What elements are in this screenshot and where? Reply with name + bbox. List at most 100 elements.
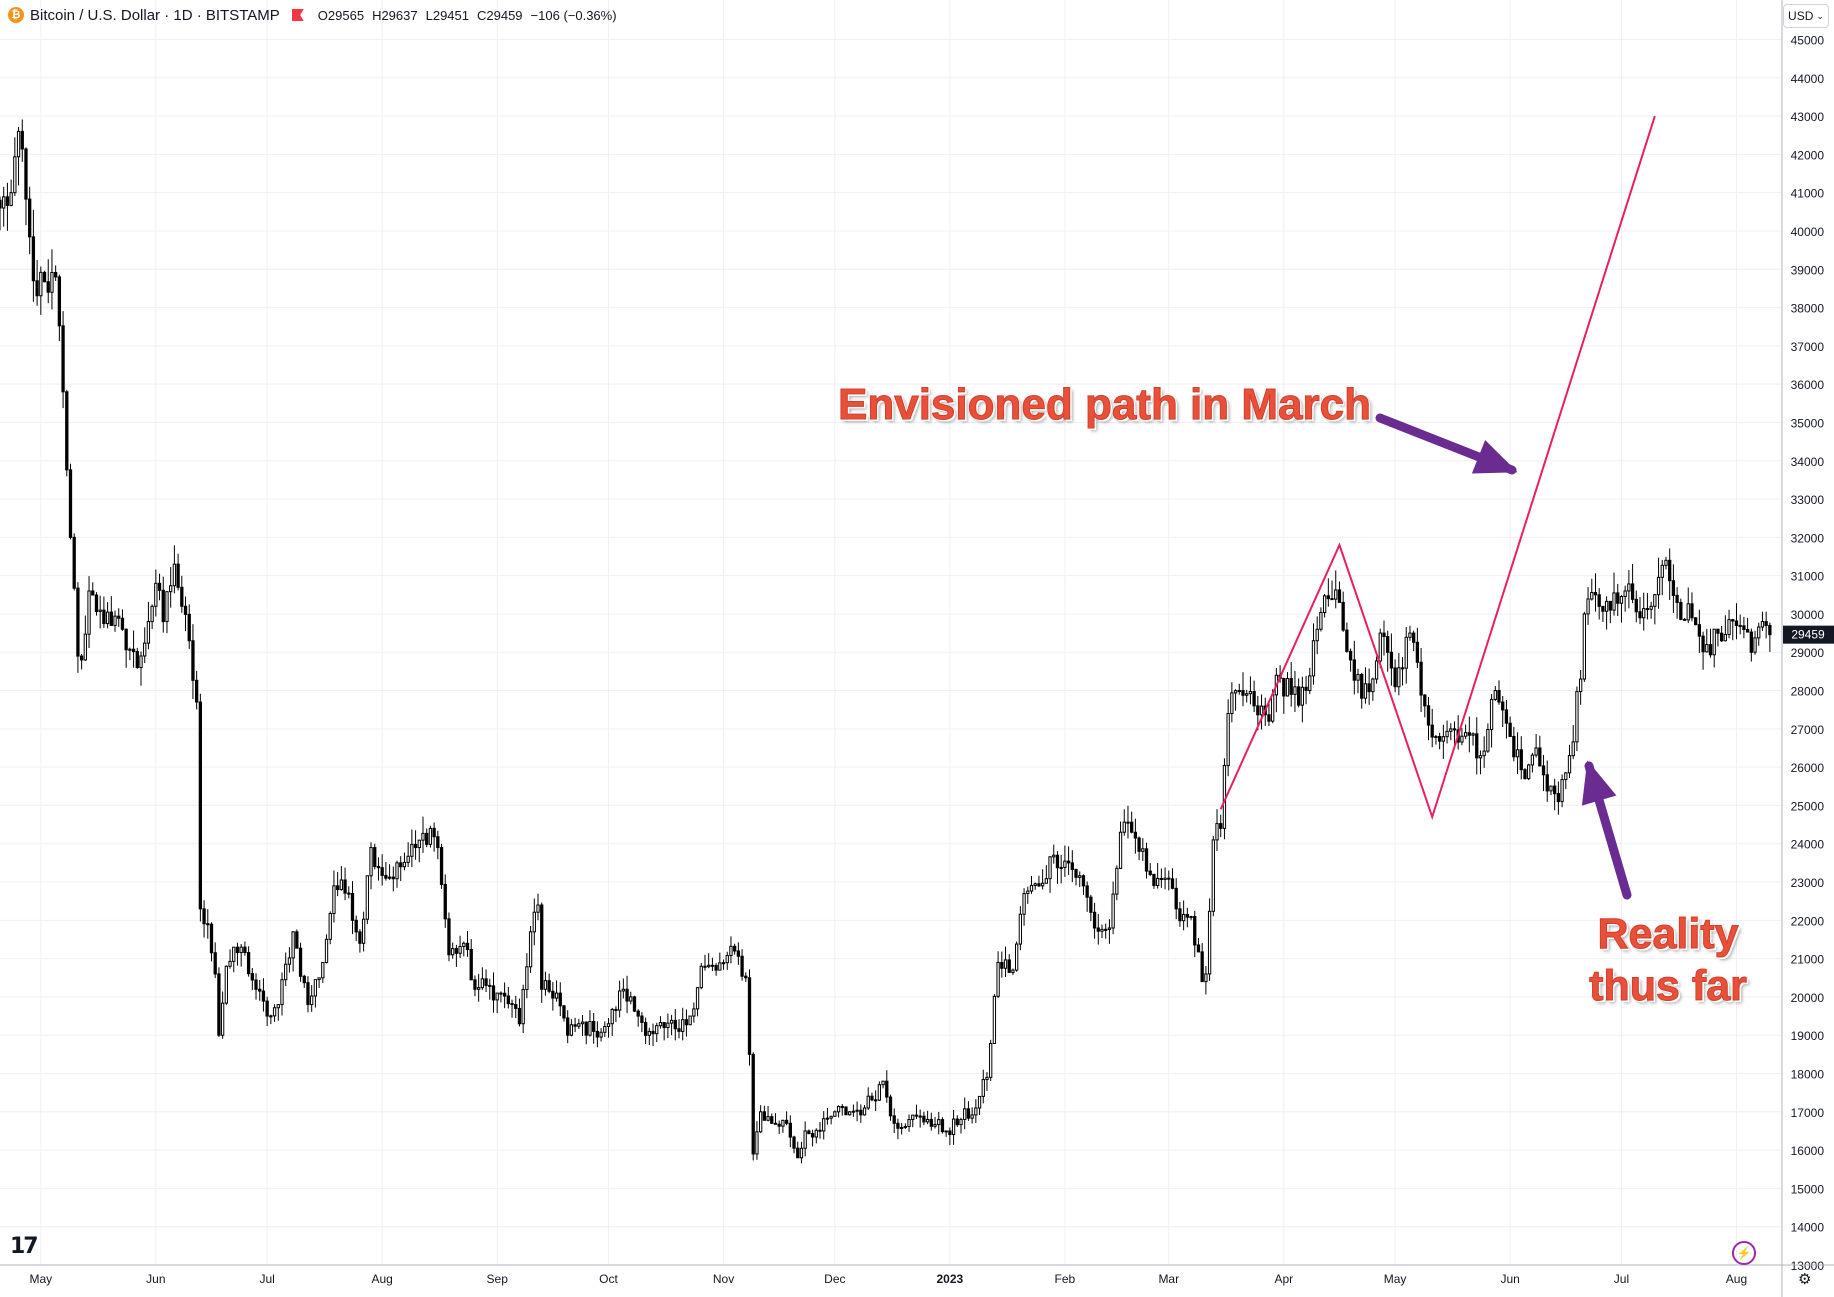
candle-body xyxy=(640,1015,644,1023)
candle-body xyxy=(940,1119,945,1133)
candle-body xyxy=(1731,619,1735,622)
candle-body xyxy=(1315,628,1319,642)
lightning-icon[interactable]: ⚡ xyxy=(1732,1241,1756,1265)
candle-body xyxy=(117,615,121,619)
candle-body xyxy=(810,1133,815,1138)
y-tick-label: 21000 xyxy=(1791,953,1825,967)
candle-body xyxy=(703,965,707,968)
candle-body xyxy=(1664,559,1668,566)
candle-body xyxy=(239,946,243,954)
candle-body xyxy=(1690,603,1694,619)
candle-body xyxy=(76,587,80,657)
candle-body xyxy=(881,1080,885,1086)
candle-body xyxy=(1289,678,1293,695)
candle-body xyxy=(1167,877,1171,880)
candle-body xyxy=(1345,629,1349,652)
symbol-title[interactable]: Bitcoin / U.S. Dollar · 1D · BITSTAMP xyxy=(30,6,280,24)
x-tick-label: Aug xyxy=(371,1272,392,1286)
candle-body xyxy=(603,1026,607,1033)
candle-body xyxy=(0,199,2,209)
candle-body xyxy=(109,611,113,626)
candle-body xyxy=(488,984,492,987)
candle-body xyxy=(899,1126,904,1129)
flag-icon[interactable] xyxy=(291,9,304,21)
candle-body xyxy=(443,883,447,920)
candle-body xyxy=(740,955,744,977)
candle-body xyxy=(1037,883,1041,887)
candle-body xyxy=(432,827,436,838)
candle-body xyxy=(1393,667,1397,688)
candle-body xyxy=(417,839,421,849)
arrow-head xyxy=(1471,440,1518,474)
candle-body xyxy=(911,1114,915,1120)
y-tick-label: 45000 xyxy=(1791,33,1825,47)
candle-body xyxy=(1627,583,1631,592)
candle-body xyxy=(833,1111,837,1117)
candle-body xyxy=(566,1017,570,1036)
candle-body xyxy=(684,1019,689,1026)
candle-body xyxy=(1764,621,1768,626)
candle-body xyxy=(1230,692,1234,715)
candle-body xyxy=(1397,667,1401,688)
candle-body xyxy=(588,1021,592,1036)
candle-body xyxy=(974,1107,978,1116)
candle-body xyxy=(1668,559,1672,582)
candle-body xyxy=(1237,690,1241,693)
candle-body xyxy=(228,960,232,967)
candle-body xyxy=(818,1129,822,1132)
candle-body xyxy=(317,977,321,981)
candle-body xyxy=(1471,733,1475,736)
y-tick-label: 33000 xyxy=(1791,493,1825,507)
candle-body xyxy=(480,978,485,989)
candle-body xyxy=(1159,877,1164,880)
candle-body xyxy=(113,615,117,626)
candle-body xyxy=(655,1025,659,1035)
candle-body xyxy=(1623,590,1627,598)
chart-grid xyxy=(0,0,1782,1266)
candle-body xyxy=(365,875,369,920)
candle-body xyxy=(1597,594,1601,607)
candle-body xyxy=(1360,673,1364,699)
candle-body xyxy=(350,893,355,921)
candle-body xyxy=(1675,594,1679,603)
y-tick-label: 20000 xyxy=(1791,991,1825,1005)
annotation-reality-line2: thus far xyxy=(1589,962,1748,1011)
candle-body xyxy=(1026,890,1030,895)
candle-body xyxy=(599,1031,603,1038)
candle-body xyxy=(1449,728,1453,732)
candle-body xyxy=(269,1015,273,1018)
y-tick-label: 19000 xyxy=(1791,1029,1825,1043)
candle-body xyxy=(502,992,507,997)
candle-body xyxy=(1534,747,1538,756)
candle-body xyxy=(1055,854,1060,869)
tradingview-logo[interactable]: 17 xyxy=(10,1234,39,1259)
candle-body xyxy=(235,946,240,954)
candle-body xyxy=(310,995,314,1006)
candle-body xyxy=(1070,862,1074,870)
candle-body xyxy=(907,1118,911,1127)
candle-body xyxy=(413,843,418,849)
candle-body xyxy=(777,1123,781,1127)
candle-body xyxy=(1226,713,1230,767)
candle-body xyxy=(855,1109,859,1112)
candle-body xyxy=(547,980,551,992)
candle-body xyxy=(1541,765,1546,776)
chevron-down-icon: ⌄ xyxy=(1816,10,1824,21)
ohlc-close: C29459 xyxy=(477,7,523,23)
candle-body xyxy=(220,1002,225,1036)
candle-body xyxy=(1081,875,1086,887)
y-tick-label: 18000 xyxy=(1791,1068,1825,1082)
candle-body xyxy=(1742,625,1746,630)
gear-icon[interactable]: ⚙ xyxy=(1798,1271,1812,1288)
candle-body xyxy=(948,1130,952,1136)
candle-body xyxy=(1170,878,1175,889)
candle-body xyxy=(250,973,254,981)
currency-button[interactable]: USD ⌄ xyxy=(1783,4,1829,28)
price-change: −106 (−0.36%) xyxy=(530,7,617,23)
candle-body xyxy=(792,1136,796,1149)
candle-body xyxy=(384,874,388,879)
x-tick-label: Jun xyxy=(1500,1272,1519,1286)
candle-body xyxy=(1348,650,1353,661)
candle-body xyxy=(1642,608,1646,619)
